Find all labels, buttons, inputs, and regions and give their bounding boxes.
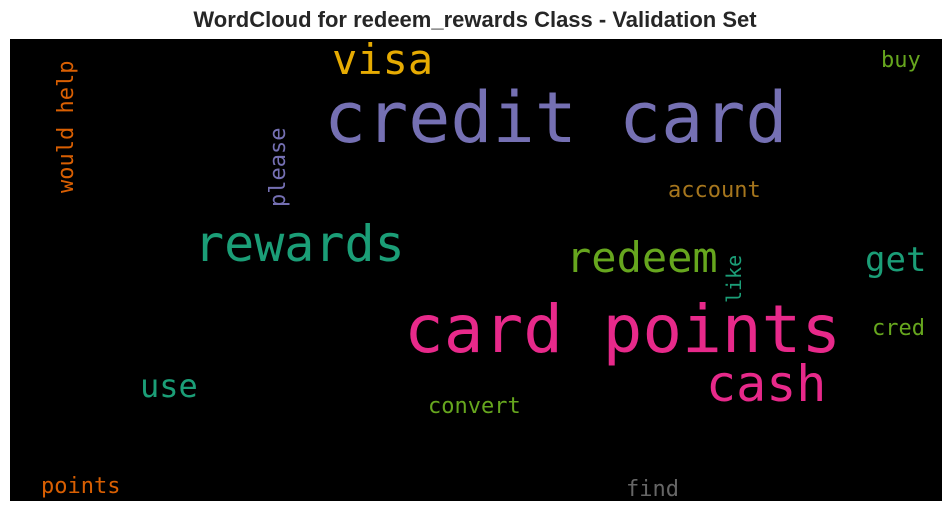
word-buy: buy [881, 48, 921, 73]
word-points: points [41, 474, 121, 499]
word-cred: cred [872, 316, 925, 341]
word-card-points: card points [404, 291, 842, 368]
wordcloud-canvas: credit card card points rewards cash red… [10, 39, 942, 501]
word-rewards: rewards [194, 215, 405, 273]
word-get: get [865, 240, 927, 280]
word-find: find [626, 477, 679, 501]
word-would-help: would help [54, 60, 79, 193]
word-redeem: redeem [566, 233, 718, 282]
chart-title: WordCloud for redeem_rewards Class - Val… [193, 7, 757, 32]
word-please: please [266, 127, 291, 207]
word-like: like [722, 254, 746, 303]
word-cash: cash [706, 355, 827, 413]
word-visa: visa [332, 39, 434, 84]
word-convert: convert [428, 394, 521, 419]
word-credit-card: credit card [324, 77, 788, 159]
word-use: use [140, 367, 198, 405]
word-account: account [668, 178, 761, 203]
